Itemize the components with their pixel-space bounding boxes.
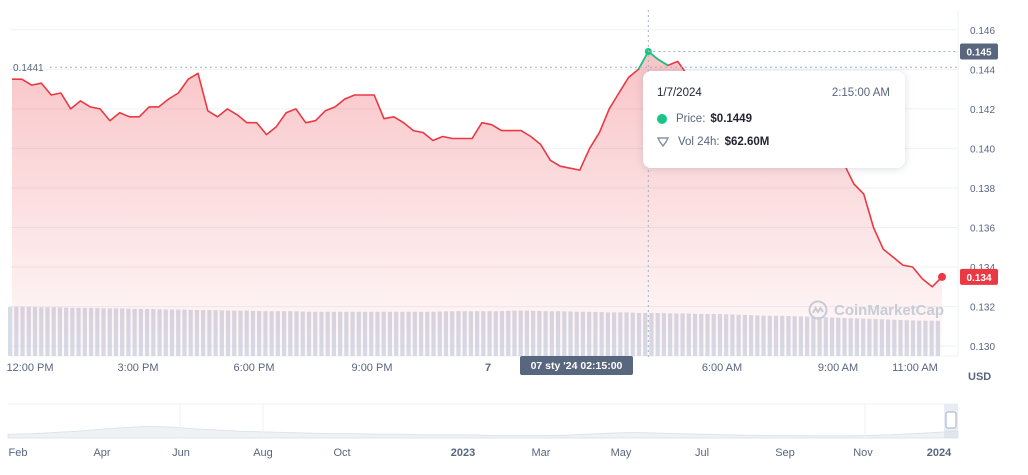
coinmarketcap-logo-icon bbox=[808, 300, 828, 320]
navigator-label: Sep bbox=[775, 447, 795, 459]
watermark-text: CoinMarketCap bbox=[834, 301, 945, 319]
navigator-label: Feb bbox=[9, 447, 28, 459]
navigator-label: 2024 bbox=[927, 447, 952, 459]
x-tick-label: 11:00 AM bbox=[892, 362, 938, 374]
tooltip-date: 1/7/2024 bbox=[657, 87, 702, 99]
y-axis: 0.146 0.144 0.142 0.140 0.138 0.136 0.134 0.132… bbox=[960, 26, 998, 383]
y-tick-label: 0.144 bbox=[970, 65, 995, 76]
hover-segment-line bbox=[637, 50, 669, 70]
tooltip-volume-label: Vol 24h: bbox=[678, 136, 720, 148]
y-tick-label: 0.140 bbox=[970, 144, 995, 155]
price-dot-icon bbox=[657, 114, 667, 124]
hover-price-badge-text: 0.145 bbox=[966, 48, 991, 59]
tooltip-volume-value: $62.60M bbox=[724, 136, 770, 148]
tooltip-price-row: Price: $0.1449 bbox=[657, 113, 752, 125]
last-price-badge bbox=[960, 268, 998, 285]
watermark: CoinMarketCap bbox=[808, 300, 944, 320]
tooltip-volume-row: Vol 24h: $62.60M bbox=[657, 136, 769, 148]
x-tick-label: 6:00 AM bbox=[702, 362, 742, 374]
x-tick-label: 12:00 PM bbox=[6, 362, 53, 374]
navigator-area bbox=[7, 425, 959, 439]
tooltip-time: 2:15:00 AM bbox=[831, 87, 890, 99]
hover-tooltip: 1/7/2024 2:15:00 AM Price: $0.1449 Vol 2… bbox=[643, 71, 905, 168]
navigator-label: May bbox=[611, 447, 632, 459]
last-price-badge-text: 0.134 bbox=[966, 273, 991, 284]
navigator-handle[interactable] bbox=[945, 411, 957, 429]
navigator-label: Mar bbox=[532, 447, 551, 459]
navigator-label: Nov bbox=[853, 447, 873, 459]
volume-bar bbox=[8, 306, 13, 356]
y-tick-label: 0.132 bbox=[970, 303, 995, 314]
y-tick-label: 0.138 bbox=[970, 184, 995, 195]
y-tick-label: 0.130 bbox=[970, 342, 995, 353]
y-tick-label: 0.136 bbox=[970, 223, 995, 234]
navigator-label: Aug bbox=[253, 447, 273, 459]
crosshair-x-badge bbox=[520, 356, 633, 375]
x-axis: 12:00 PM 3:00 PM 6:00 PM 9:00 PM 7 6:00 AM 9:0… bbox=[6, 356, 938, 375]
currency-label: USD bbox=[968, 371, 991, 383]
x-tick-label: 9:00 AM bbox=[818, 362, 858, 374]
reference-lines: 0.1441 bbox=[13, 10, 958, 360]
x-tick-label: 3:00 PM bbox=[118, 362, 159, 374]
navigator-label: Jun bbox=[172, 447, 190, 459]
range-navigator[interactable]: Feb Apr Jun Aug Oct 2023 Mar May Jul Sep Nov 2024 bbox=[7, 403, 959, 459]
volume-icon bbox=[657, 137, 669, 147]
y-tick-label: 0.142 bbox=[970, 105, 995, 116]
x-tick-label: 9:00 PM bbox=[352, 362, 393, 374]
x-tick-label: 7 bbox=[485, 362, 491, 374]
tooltip-price-value: $0.1449 bbox=[710, 113, 752, 125]
tooltip-price-label: Price: bbox=[676, 113, 706, 125]
navigator-label: 2023 bbox=[451, 447, 475, 459]
navigator-label: Jul bbox=[695, 447, 709, 459]
y-tick-label: 0.134 bbox=[970, 263, 995, 274]
last-price-point bbox=[938, 272, 946, 281]
crosshair-x-badge-text: 07 sty '24 02:15:00 bbox=[531, 360, 623, 372]
start-price-label: 0.1441 bbox=[13, 63, 44, 74]
navigator-label: Oct bbox=[333, 447, 350, 459]
y-tick-label: 0.146 bbox=[970, 26, 995, 37]
hover-price-badge bbox=[960, 43, 998, 60]
x-tick-label: 6:00 PM bbox=[234, 362, 275, 374]
navigator-label: Apr bbox=[93, 447, 110, 459]
